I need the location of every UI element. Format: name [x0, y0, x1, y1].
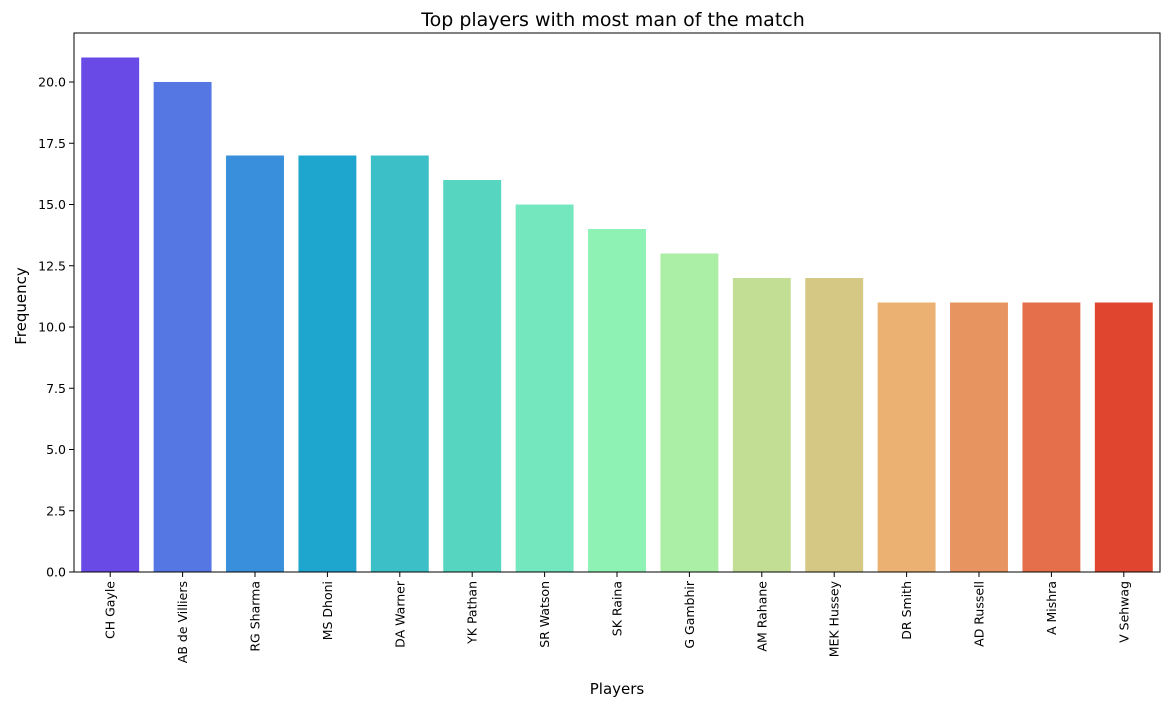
chart-title: Top players with most man of the match	[420, 9, 805, 31]
bar-13	[1022, 302, 1081, 572]
bar-0	[81, 57, 140, 572]
x-tick-label: SR Watson	[537, 581, 552, 648]
bar-8	[660, 253, 719, 572]
y-tick-label: 20.0	[38, 75, 66, 90]
bar-1	[153, 82, 212, 572]
bar-12	[950, 302, 1008, 572]
y-tick-label: 2.5	[46, 503, 66, 518]
y-tick-label: 0.0	[46, 565, 66, 580]
y-tick-label: 12.5	[38, 258, 66, 273]
x-tick-label: DA Warner	[392, 580, 407, 648]
bar-6	[515, 204, 574, 572]
x-tick-label: AM Rahane	[754, 581, 769, 652]
x-tick-label: G Gambhir	[682, 580, 697, 649]
bar-5	[443, 180, 502, 572]
y-axis: 0.0 2.5 5.0 7.5 10.0 12.5 15.0 17.5 20.0	[38, 75, 74, 580]
y-axis-label: Frequency	[12, 267, 30, 345]
x-axis: CH Gayle AB de Villiers RG Sharma MS Dhoni D…	[103, 572, 1131, 663]
x-tick-label: A Mishra	[1044, 581, 1059, 635]
y-tick-label: 5.0	[46, 442, 66, 457]
x-tick-label: SK Raina	[610, 581, 625, 636]
x-tick-label: YK Pathan	[465, 581, 480, 645]
bar-2	[226, 155, 284, 572]
bar-4	[370, 155, 429, 572]
bar-7	[588, 229, 646, 572]
bar-14	[1094, 302, 1153, 572]
x-tick-label: MEK Hussey	[827, 580, 842, 657]
x-tick-label: AB de Villiers	[175, 581, 190, 663]
bar-11	[877, 302, 936, 572]
y-tick-label: 10.0	[38, 320, 66, 335]
bars-group	[81, 57, 1153, 572]
bar-3	[298, 155, 357, 572]
bar-10	[805, 278, 864, 572]
x-tick-label: DR Smith	[899, 581, 914, 640]
bar-9	[732, 278, 791, 572]
x-tick-label: MS Dhoni	[320, 581, 335, 640]
y-tick-label: 15.0	[38, 197, 66, 212]
x-tick-label: AD Russell	[972, 581, 987, 647]
y-tick-label: 7.5	[46, 381, 66, 396]
x-tick-label: CH Gayle	[103, 581, 118, 639]
x-axis-label: Players	[590, 680, 645, 698]
plot-frame	[73, 32, 1161, 573]
x-tick-label: V Sehwag	[1116, 581, 1131, 643]
y-tick-label: 17.5	[38, 136, 66, 151]
x-tick-label: RG Sharma	[248, 581, 263, 652]
